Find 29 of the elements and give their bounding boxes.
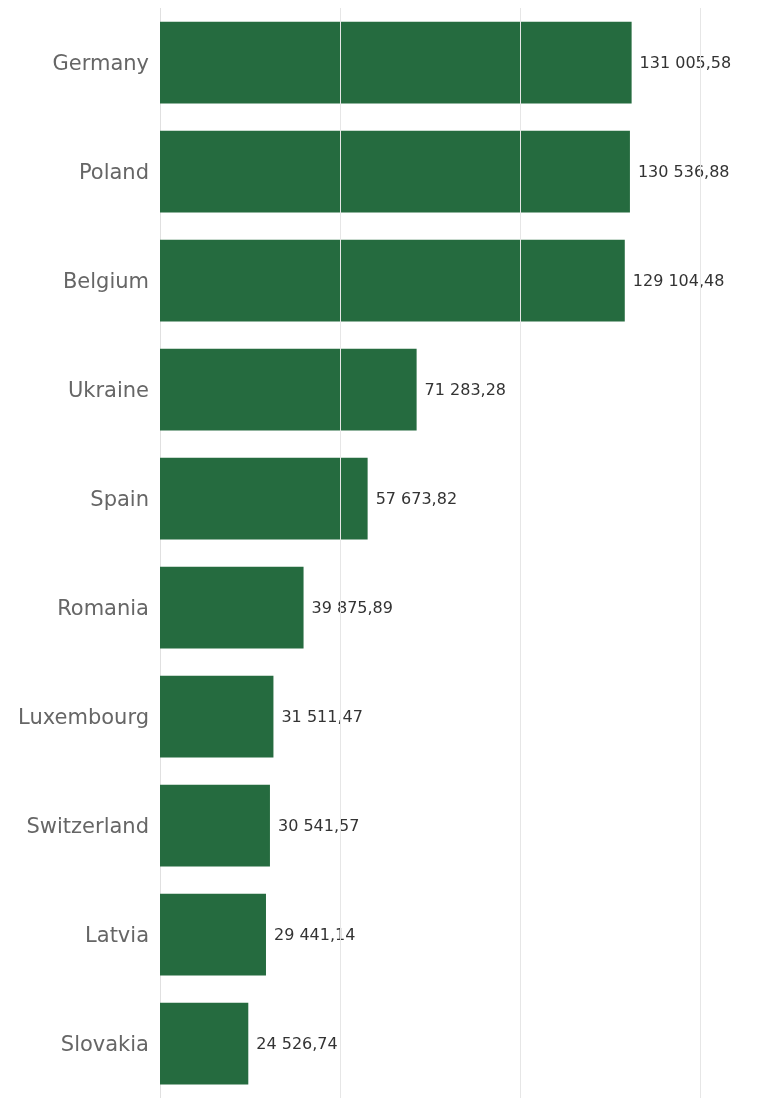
y-tick-label: Switzerland — [26, 813, 149, 838]
y-tick-label: Romania — [57, 595, 149, 620]
y-tick-label: Ukraine — [67, 377, 149, 402]
y-tick-label: Germany — [52, 50, 149, 75]
y-tick-label: Latvia — [85, 922, 149, 947]
bar — [160, 893, 266, 976]
bar — [160, 675, 274, 758]
data-label: 71 283,28 — [424, 380, 507, 399]
bar — [160, 784, 270, 867]
bar — [160, 348, 417, 431]
bar — [160, 1002, 249, 1085]
bar — [160, 566, 304, 649]
data-label: 31 511,47 — [281, 707, 363, 726]
y-tick-label: Slovakia — [60, 1031, 149, 1056]
data-label: 131 005,58 — [639, 53, 732, 72]
data-label: 130 536,88 — [637, 162, 730, 181]
bar — [160, 21, 632, 104]
data-label: 57 673,82 — [375, 489, 458, 508]
bar — [160, 457, 368, 540]
y-tick-label: Luxembourg — [18, 704, 149, 729]
data-label: 39 875,89 — [311, 598, 393, 617]
data-label: 129 104,48 — [632, 271, 725, 290]
data-label: 24 526,74 — [256, 1034, 338, 1053]
data-label: 30 541,57 — [277, 816, 360, 835]
bar — [160, 239, 625, 322]
y-tick-label: Spain — [90, 486, 149, 511]
bar — [160, 130, 630, 213]
y-tick-label: Poland — [78, 159, 149, 184]
y-tick-label: Belgium — [62, 268, 149, 293]
